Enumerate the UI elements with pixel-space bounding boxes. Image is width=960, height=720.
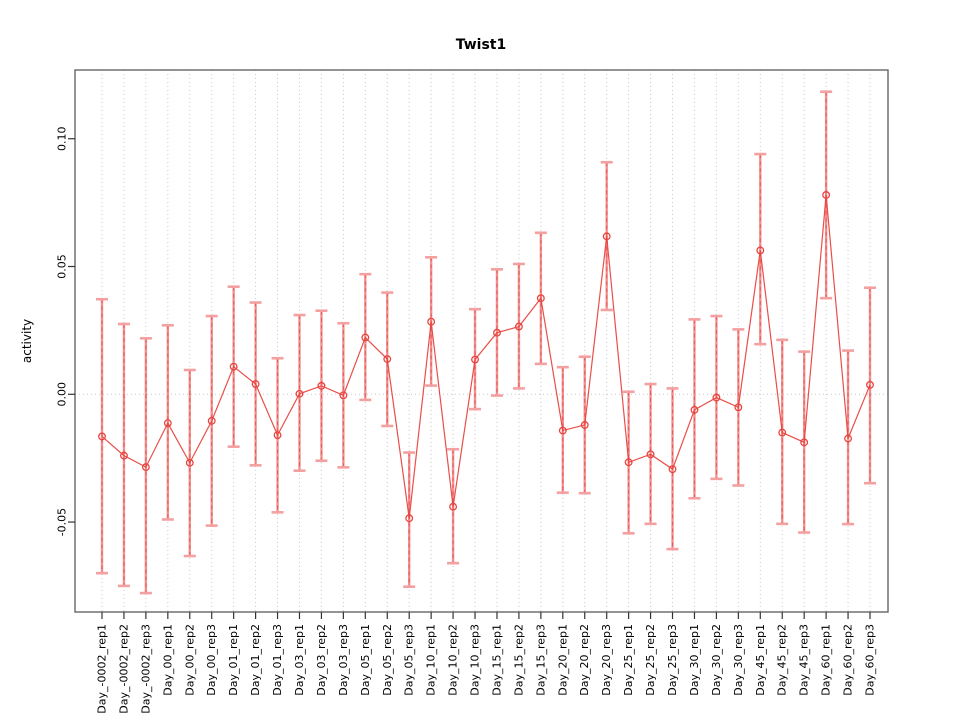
data-point-Day_20_rep2 [580,420,589,429]
x-tick-label-Day_25_rep1: Day_25_rep1 [622,624,635,696]
x-tick-label-Day_45_rep1: Day_45_rep1 [754,624,767,696]
x-tick-label-Day_15_rep2: Day_15_rep2 [512,624,525,696]
data-point-Day_30_rep1 [690,405,699,414]
data-point-Day_03_rep1 [295,389,304,398]
data-point-Day_-0002_rep1 [98,432,106,441]
x-tick-label-Day_25_rep2: Day_25_rep2 [644,624,657,696]
x-tick-label-Day_01_rep2: Day_01_rep2 [249,624,262,696]
x-tick-label-Day_00_rep1: Day_00_rep1 [161,624,174,696]
data-point-Day_45_rep1 [756,246,765,255]
error-bar-Day_45_rep1 [754,152,767,346]
x-tick-label-Day_05_rep2: Day_05_rep2 [381,624,394,696]
x-tick-label-Day_10_rep2: Day_10_rep2 [447,624,460,696]
data-point-Day_25_rep2 [646,450,655,459]
plot-box [74,69,889,613]
x-tick-label-Day_00_rep3: Day_00_rep3 [205,624,218,696]
x-tick-label-Day_30_rep2: Day_30_rep2 [710,624,723,696]
axes: Day_-0002_rep1 Day_-0002_rep2 Day_-0002_re… [56,69,889,714]
data-point-Day_45_rep2 [778,428,787,437]
error-bars [96,90,877,595]
gridlines [75,70,888,612]
x-tick-label-Day_-0002_rep2: Day_-0002_rep2 [117,624,130,714]
y-tick-label--0.05: -0.05 [56,508,69,536]
data-point-Day_15_rep2 [514,322,523,331]
y-tick-label-0.05: 0.05 [56,254,69,279]
error-bar-Day_-0002_rep3 [139,337,152,595]
data-point-Day_25_rep1 [624,458,633,467]
plot-area: Day_-0002_rep1 Day_-0002_rep2 Day_-0002_re… [56,69,889,714]
error-bar-Day_-0002_rep1 [96,297,108,575]
x-tick-label-Day_05_rep3: Day_05_rep3 [403,624,416,696]
data-point-Day_03_rep3 [339,391,348,400]
data-point-Day_01_rep2 [251,380,260,389]
data-point-Day_00_rep3 [207,416,216,425]
data-points [98,191,874,523]
x-tick-label-Day_60_rep2: Day_60_rep2 [842,624,855,696]
x-tick-label-Day_20_rep1: Day_20_rep1 [556,624,569,696]
error-bar-Day_03_rep1 [293,313,306,472]
x-tick-label-Day_30_rep1: Day_30_rep1 [688,624,701,696]
data-point-Day_05_rep2 [383,355,392,363]
data-point-Day_20_rep1 [558,426,567,435]
error-bar-Day_20_rep3 [600,160,613,312]
x-tick-label-Day_20_rep3: Day_20_rep3 [600,624,613,696]
x-tick-label-Day_01_rep1: Day_01_rep1 [227,624,240,696]
x-tick-label-Day_45_rep3: Day_45_rep3 [798,624,811,696]
data-point-Day_01_rep3 [273,431,282,440]
series-polyline [101,194,871,519]
data-point-Day_20_rep3 [602,232,611,241]
data-point-Day_10_rep1 [427,317,436,326]
x-tick-label-Day_01_rep3: Day_01_rep3 [271,624,284,696]
x-tick-label-Day_-0002_rep3: Day_-0002_rep3 [139,624,152,714]
x-tick-label-Day_60_rep3: Day_60_rep3 [864,624,877,696]
x-tick-label-Day_30_rep3: Day_30_rep3 [732,624,745,696]
data-point-Day_30_rep3 [734,403,743,412]
data-point-Day_10_rep2 [449,502,458,511]
data-point-Day_45_rep3 [800,438,809,447]
x-tick-label-Day_10_rep3: Day_10_rep3 [469,624,482,696]
x-tick-label-Day_05_rep1: Day_05_rep1 [359,624,372,696]
data-point-Day_15_rep3 [536,294,545,303]
x-tick-label-Day_20_rep2: Day_20_rep2 [578,624,591,696]
data-point-Day_05_rep3 [405,514,414,523]
data-point-Day_60_rep3 [866,380,874,389]
x-tick-label-Day_00_rep2: Day_00_rep2 [183,624,196,696]
error-bar-Day_05_rep3 [403,451,416,589]
data-point-Day_60_rep1 [822,191,831,199]
data-point-Day_-0002_rep2 [119,451,128,460]
x-tick-label-Day_10_rep1: Day_10_rep1 [425,624,438,696]
data-point-Day_25_rep3 [668,465,677,474]
y-tick-label-0: 0.00 [56,382,69,407]
x-tick-label-Day_-0002_rep1: Day_-0002_rep1 [96,624,109,714]
data-point-Day_00_rep1 [163,419,172,428]
chart-title: Twist1 [456,37,507,53]
x-tick-label-Day_03_rep3: Day_03_rep3 [337,624,350,696]
x-tick-label-Day_03_rep2: Day_03_rep2 [315,624,328,696]
x-tick-label-Day_45_rep2: Day_45_rep2 [776,624,789,696]
y-axis-title: activity [20,319,34,363]
data-point-Day_30_rep2 [712,393,721,402]
series-line [101,194,871,519]
error-bar-Day_10_rep1 [425,256,438,387]
x-tick-label-Day_03_rep1: Day_03_rep1 [293,624,306,696]
data-point-Day_01_rep1 [229,362,238,371]
x-tick-label-Day_15_rep1: Day_15_rep1 [490,624,503,696]
data-point-Day_10_rep3 [471,355,479,364]
error-bar-Day_30_rep1 [688,318,701,500]
x-tick-label-Day_60_rep1: Day_60_rep1 [820,624,833,696]
data-point-Day_03_rep2 [317,381,326,390]
data-point-Day_00_rep2 [185,458,194,467]
x-tick-label-Day_25_rep3: Day_25_rep3 [666,624,679,696]
data-point-Day_05_rep1 [361,333,370,342]
x-tick-label-Day_15_rep3: Day_15_rep3 [534,624,547,696]
data-point-Day_-0002_rep3 [141,463,150,472]
y-tick-label-0.1: 0.10 [56,126,69,151]
data-point-Day_60_rep2 [844,434,853,443]
data-point-Day_15_rep1 [493,328,501,337]
